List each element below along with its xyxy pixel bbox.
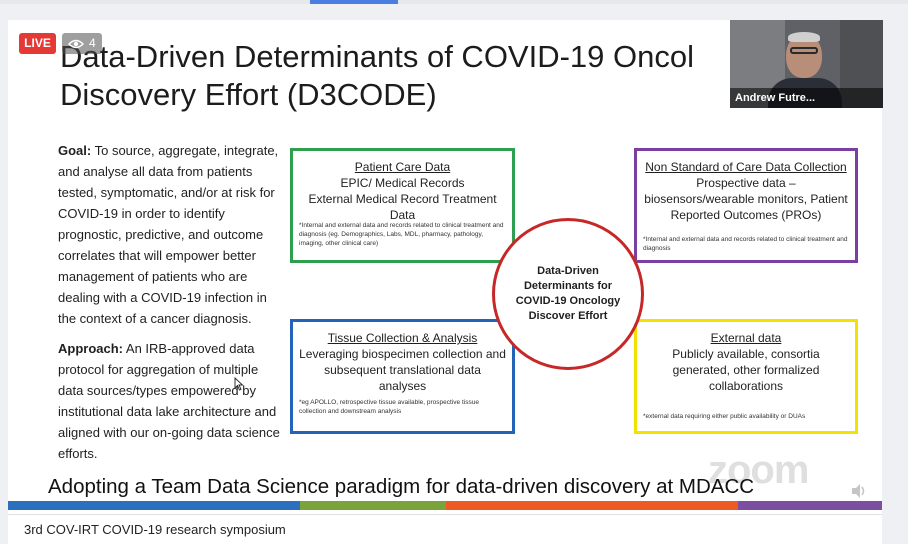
active-tab-indicator: [310, 0, 398, 4]
patient-care-line-2: External Medical Record Treatment Data: [308, 192, 497, 222]
browser-top-strip: [0, 0, 908, 4]
slide-footer-caption: Adopting a Team Data Science paradigm fo…: [48, 475, 755, 498]
color-band-segment: [738, 501, 882, 510]
live-badge: LIVE: [19, 33, 56, 54]
center-circle: Data-Driven Determinants for COVID-19 On…: [492, 218, 644, 370]
external-heading: External data: [710, 331, 782, 345]
approach-text: An IRB-approved data protocol for aggreg…: [58, 341, 280, 461]
goal-label: Goal:: [58, 143, 92, 158]
tissue-note: *eg APOLLO, retrospective tissue availab…: [299, 399, 479, 415]
goal-paragraph: Goal: To source, aggregate, integrate, a…: [58, 140, 286, 329]
slide-title: Data-Driven Determinants of COVID-19 Onc…: [60, 38, 760, 114]
patient-care-heading: Patient Care Data: [354, 160, 451, 174]
patient-care-line-1: EPIC/ Medical Records: [340, 176, 465, 190]
goal-text: To source, aggregate, integrate, and ana…: [58, 143, 279, 326]
slide-title-line-1: Data-Driven Determinants of COVID-19 Onc…: [60, 39, 695, 74]
external-line-1: Publicly available, consortia generated,…: [672, 347, 820, 393]
external-data-box: External data Publicly available, consor…: [634, 319, 858, 434]
patient-care-note: *Internal and external data and records …: [299, 222, 504, 247]
patient-care-data-box: Patient Care Data EPIC/ Medical Records …: [290, 148, 515, 263]
video-title[interactable]: 3rd COV-IRT COVID-19 research symposium: [24, 522, 286, 537]
non-standard-note: *Internal and external data and records …: [643, 236, 848, 252]
approach-label: Approach:: [58, 341, 123, 356]
video-info-bar: 3rd COV-IRT COVID-19 research symposium: [8, 514, 882, 544]
non-standard-care-box: Non Standard of Care Data Collection Pro…: [634, 148, 858, 263]
color-band-segment: [446, 501, 592, 510]
tissue-heading: Tissue Collection & Analysis: [327, 331, 478, 345]
color-band-segment: [592, 501, 738, 510]
speaker-webcam-tile[interactable]: Andrew Futre...: [730, 20, 883, 108]
mouse-cursor-icon: [234, 377, 244, 391]
approach-paragraph: Approach: An IRB-approved data protocol …: [58, 338, 286, 464]
tissue-collection-box: Tissue Collection & Analysis Leveraging …: [290, 319, 515, 434]
slide-color-band: [8, 501, 882, 510]
viewer-count: 4: [89, 36, 96, 50]
non-standard-heading: Non Standard of Care Data Collection: [645, 160, 847, 174]
eye-icon: [68, 39, 84, 48]
slide-title-line-2: Discovery Effort (D3CODE): [60, 77, 437, 112]
speaker-icon[interactable]: [850, 482, 868, 500]
tissue-line-1: Leveraging biospecimen collection and su…: [299, 347, 506, 393]
speaker-glasses: [790, 47, 818, 54]
speaker-hair: [788, 32, 820, 42]
participant-name-label: Andrew Futre...: [730, 88, 883, 108]
color-band-segment: [300, 501, 446, 510]
color-band-segment: [154, 501, 300, 510]
non-standard-line-1: Prospective data – biosensors/wearable m…: [644, 176, 848, 222]
external-note: *external data requiring either public a…: [643, 413, 806, 420]
zoom-watermark: zoom: [708, 448, 809, 492]
viewer-count-badge: 4: [62, 33, 102, 54]
center-circle-text: Data-Driven Determinants for COVID-19 On…: [515, 265, 621, 322]
color-band-segment: [8, 501, 154, 510]
